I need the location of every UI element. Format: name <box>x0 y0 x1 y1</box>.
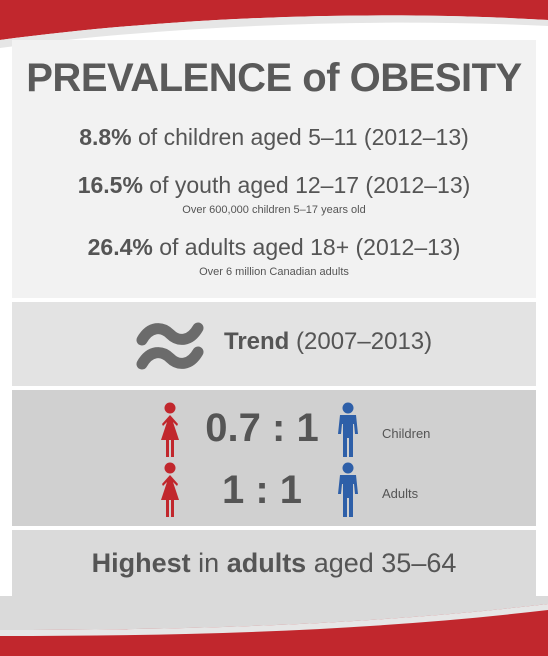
trend-years: (2007–2013) <box>296 328 433 355</box>
stat-children: 8.8% of children aged 5–11 (2012–13) <box>12 124 536 151</box>
top-banner <box>0 0 548 48</box>
bottom-banner <box>0 596 548 656</box>
trend-panel <box>12 302 536 386</box>
female-figure-icon <box>161 402 179 457</box>
ratio-adults-label: Adults <box>382 486 419 501</box>
highest-statement: Highest in adults aged 35–64 <box>12 548 536 579</box>
approximately-equal-icon <box>136 322 204 370</box>
stat-adults-pct: 26.4% <box>87 234 153 260</box>
male-figure-icon <box>338 462 358 517</box>
page-title: PREVALENCE of OBESITY <box>26 56 522 100</box>
stat-adults-sub: Over 6 million Canadian adults <box>199 266 349 278</box>
stat-adults: 26.4% of adults aged 18+ (2012–13) <box>12 234 536 261</box>
stat-youth-text: of youth aged 12–17 (2012–13) <box>149 172 471 198</box>
ratio-children-value: 0.7 : 1 <box>205 406 319 450</box>
stat-youth: 16.5% of youth aged 12–17 (2012–13) <box>12 172 536 199</box>
stat-youth-pct: 16.5% <box>77 172 143 198</box>
ratio-panel <box>12 390 536 526</box>
trend-word: Trend <box>224 328 290 355</box>
highest-word: Highest <box>91 548 191 578</box>
highest-age: aged 35–64 <box>313 548 457 578</box>
stat-youth-sub: Over 600,000 children 5–17 years old <box>182 204 366 216</box>
stat-children-text: of children aged 5–11 (2012–13) <box>138 124 469 150</box>
stat-children-pct: 8.8% <box>79 124 132 150</box>
stat-adults-text: of adults aged 18+ (2012–13) <box>159 234 461 260</box>
female-figure-icon <box>161 462 179 517</box>
ratio-adults-value: 1 : 1 <box>221 468 303 512</box>
male-figure-icon <box>338 402 358 457</box>
trend-label: Trend (2007–2013) <box>224 328 432 356</box>
prevalence-panel <box>12 40 536 298</box>
ratio-children-label: Children <box>382 426 431 441</box>
highest-panel <box>12 530 536 596</box>
highest-adults: adults <box>226 548 307 578</box>
highest-in: in <box>198 548 220 578</box>
